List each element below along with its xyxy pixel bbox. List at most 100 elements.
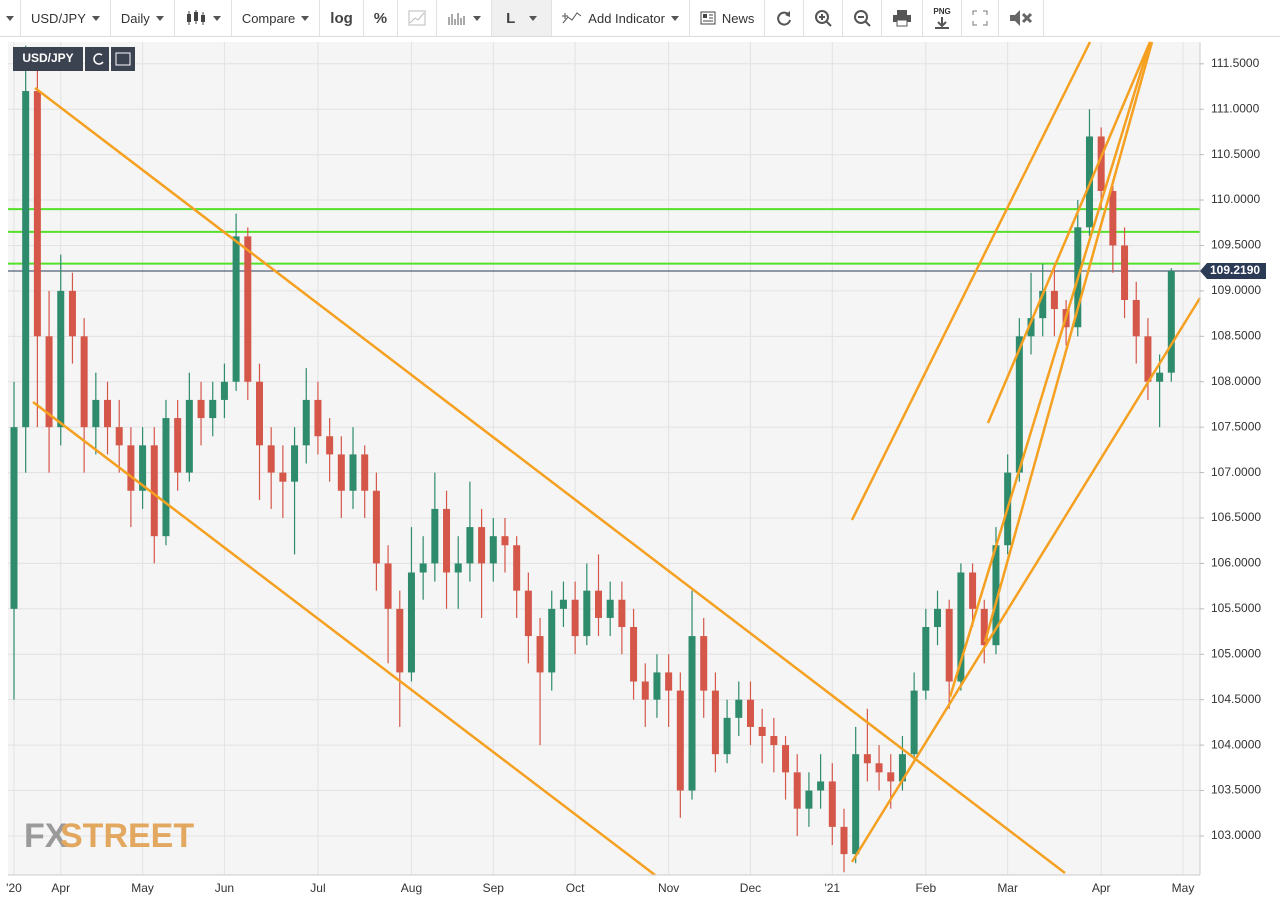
y-tick-label: 105.0000 (1211, 646, 1261, 660)
candle-body (279, 472, 287, 482)
candle-body (653, 672, 661, 700)
reload-button[interactable] (85, 47, 109, 71)
indicator-icon (562, 12, 582, 24)
sound-button[interactable] (999, 0, 1044, 36)
candle-body (1167, 271, 1175, 373)
trendline (32, 401, 656, 876)
candle-body (431, 508, 439, 564)
y-tick-label: 108.0000 (1211, 374, 1261, 388)
y-tick-label: 107.5000 (1211, 419, 1261, 433)
drawing-icon (408, 10, 426, 26)
candle-body (746, 699, 754, 727)
candle-body (291, 445, 299, 482)
zoom-out-icon (854, 10, 872, 27)
news-button[interactable]: News (690, 0, 766, 36)
candle-body (828, 781, 836, 827)
candle-body (478, 527, 486, 564)
volume-button[interactable] (437, 0, 493, 36)
candle-body (501, 536, 509, 546)
percent-button[interactable]: % (364, 0, 399, 36)
line-button[interactable]: L (492, 0, 553, 36)
candle-body (1097, 136, 1105, 191)
candle-body (197, 399, 205, 419)
y-tick-label: 105.5000 (1211, 601, 1261, 615)
symbol-button[interactable]: USD/JPY (21, 0, 111, 36)
x-tick-label: Sep (483, 881, 505, 895)
candle-body (57, 290, 65, 428)
x-tick-label: Jun (215, 881, 234, 895)
chart: FX STREET USD/JPY 103.0000 103.5000 104.00… (6, 41, 1266, 895)
candle-body (548, 608, 556, 673)
candle-body (805, 790, 813, 809)
y-tick-label: 111.0000 (1211, 101, 1260, 115)
candle-body (80, 336, 88, 428)
candle-body (174, 418, 182, 473)
candle-body (302, 399, 310, 446)
png-button[interactable]: PNG (923, 0, 962, 36)
interval-text: Daily (120, 10, 150, 26)
candle-body (267, 445, 275, 473)
x-tick-label: Nov (658, 881, 679, 895)
candle-body (1027, 318, 1035, 337)
last-price-label: 109.2190 (1210, 263, 1260, 277)
menu-button[interactable] (0, 0, 21, 36)
candle-body (559, 599, 567, 609)
levels (8, 208, 1200, 272)
candle-body (618, 599, 626, 628)
candle-body (583, 590, 591, 637)
x-tick-label: Aug (401, 881, 422, 895)
y-tick-label: 106.5000 (1211, 510, 1261, 524)
x-tick-label: '20 (6, 881, 22, 895)
y-tick-label: 110.5000 (1211, 147, 1260, 161)
grid (8, 42, 1200, 875)
plot-area (8, 42, 1200, 875)
drawing-button[interactable] (398, 0, 438, 36)
zoom-in-button[interactable] (804, 0, 844, 36)
log-button[interactable]: log (320, 0, 364, 36)
x-tick-label: Oct (566, 881, 585, 895)
indicator-button[interactable]: Add Indicator (552, 0, 690, 36)
candle-body (863, 754, 871, 764)
candle-body (1156, 372, 1164, 382)
candles (10, 45, 1175, 873)
candle-body (1039, 290, 1047, 319)
candle-body (969, 572, 977, 609)
candle-body (571, 599, 579, 637)
compare-button[interactable]: Compare (232, 0, 321, 36)
candle-body (1121, 245, 1129, 300)
logo-fx: FX (24, 817, 68, 855)
fullscreen-button[interactable] (962, 0, 999, 36)
candle-body (68, 290, 76, 337)
chart-type-button[interactable] (175, 0, 232, 36)
symbol-label: USD/JPY (22, 51, 73, 65)
y-tick-label: 103.5000 (1211, 783, 1261, 797)
y-tick-label: 107.0000 (1211, 465, 1261, 479)
settings-button[interactable] (111, 47, 135, 71)
candle-body (104, 399, 112, 428)
candle-body (887, 772, 895, 782)
candle-body (185, 399, 193, 473)
candle-body (33, 91, 41, 337)
candle-body (630, 627, 638, 682)
print-icon (893, 10, 912, 27)
candle-icon (186, 10, 205, 25)
refresh-button[interactable] (765, 0, 805, 36)
candle-body (688, 636, 696, 791)
candle-body (513, 545, 521, 591)
fullscreen-icon (972, 10, 988, 26)
candle-body (220, 381, 228, 400)
news-icon (700, 11, 716, 25)
axes: 103.0000 103.5000 104.0000 104.5000 105.0000… (6, 56, 1266, 895)
candle-body (524, 590, 532, 637)
interval-button[interactable]: Daily (111, 0, 175, 36)
candle-body (536, 636, 544, 673)
candle-body (419, 563, 427, 573)
candle-body (232, 236, 240, 382)
zoom-out-button[interactable] (843, 0, 883, 36)
indicator-text: Add Indicator (588, 10, 665, 26)
compare-text: Compare (241, 10, 296, 26)
candle-body (92, 399, 100, 428)
trendline (850, 41, 1092, 521)
print-button[interactable] (882, 0, 924, 36)
